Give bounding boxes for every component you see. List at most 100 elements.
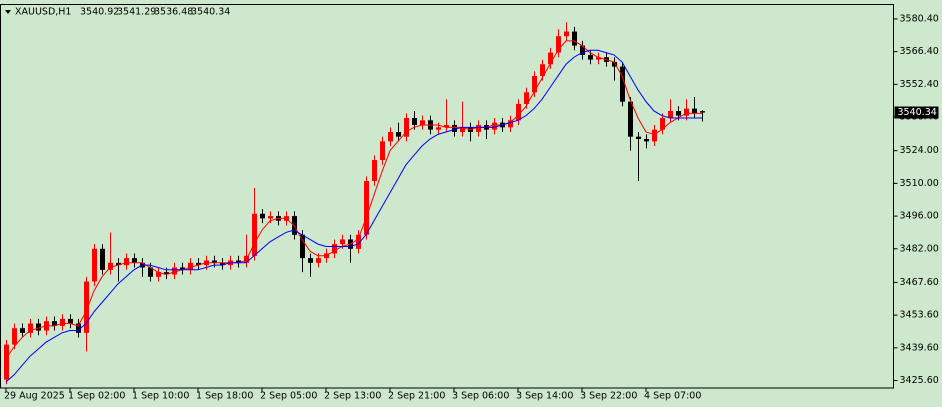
candle-body	[164, 272, 169, 275]
moving-average	[5, 40, 702, 359]
candle-body	[84, 281, 89, 333]
candle-body	[636, 136, 641, 140]
x-tick-label: 3 Sep 06:00	[452, 391, 509, 402]
y-tick-label: 3439.60	[900, 342, 939, 353]
y-tick-label: 3524.00	[900, 145, 939, 156]
candle-body	[132, 258, 137, 263]
candle-body	[372, 160, 377, 182]
candle-body	[12, 328, 17, 345]
candle-body	[100, 248, 105, 270]
candle-body	[524, 92, 529, 104]
candle-body	[332, 244, 337, 254]
candle-body	[196, 262, 201, 266]
candle-body	[644, 139, 649, 142]
candle-body	[180, 267, 185, 270]
y-tick-label: 3552.40	[900, 79, 939, 90]
candle-body	[60, 318, 65, 326]
y-tick-label: 3453.60	[900, 310, 939, 321]
candle-body	[300, 234, 305, 259]
x-tick-label: 1 Sep 10:00	[132, 391, 189, 402]
candle-body	[596, 57, 601, 60]
x-tick-label: 2 Sep 13:00	[324, 391, 381, 402]
candle-body	[260, 213, 265, 219]
candle-body	[116, 262, 121, 266]
y-tick-label: 3566.40	[900, 46, 939, 57]
candle-body	[316, 258, 321, 263]
candle-body	[252, 213, 257, 256]
candle-body	[156, 272, 161, 277]
candle-body	[540, 64, 545, 76]
candle-body	[388, 132, 393, 142]
y-tick-label: 3496.00	[900, 211, 939, 222]
candle-body	[220, 262, 225, 266]
x-tick-label: 1 Sep 02:00	[68, 391, 125, 402]
axes: 3580.403566.403552.403538.403524.003510.…	[4, 13, 939, 401]
candle-body	[76, 323, 81, 333]
candle-body	[588, 54, 593, 60]
candle-body	[412, 117, 417, 125]
candle-body	[612, 61, 617, 67]
symbol: XAUUSD,H1	[15, 7, 71, 18]
candle-body	[684, 108, 689, 116]
price-tag	[894, 106, 939, 119]
candle-body	[460, 127, 465, 132]
candle-body	[660, 117, 665, 130]
x-tick-label: 3 Sep 22:00	[580, 391, 637, 402]
candle-body	[628, 101, 633, 137]
candle-body	[532, 75, 537, 93]
header-arrow	[5, 10, 11, 14]
candle-body	[404, 117, 409, 137]
candle-body	[212, 260, 217, 263]
candle-body	[396, 132, 401, 137]
header-high: 3541.29	[117, 7, 156, 18]
header-low: 3536.48	[154, 7, 193, 18]
y-tick-label: 3510.00	[900, 178, 939, 189]
candle-body	[564, 31, 569, 37]
candle-body	[340, 239, 345, 245]
candle-body	[420, 120, 425, 125]
candle-body	[52, 321, 57, 326]
candle-body	[268, 216, 273, 219]
candle-body	[444, 124, 449, 128]
header-close: 3540.34	[191, 7, 230, 18]
candle-body	[620, 66, 625, 102]
candle-body	[452, 124, 457, 132]
candle-body	[676, 110, 681, 116]
candle-body	[308, 258, 313, 263]
price-tag-label: 3540.34	[898, 107, 937, 118]
x-tick-label: 29 Aug 2025	[4, 391, 65, 402]
candle-body	[4, 344, 9, 380]
candle-body	[700, 111, 705, 113]
candle-body	[36, 323, 41, 331]
y-tick-label: 3482.00	[900, 243, 939, 254]
candle-body	[28, 323, 33, 333]
candle-body	[68, 318, 73, 324]
candle-body	[148, 267, 153, 277]
candle-body	[476, 124, 481, 132]
x-tick-label: 3 Sep 14:00	[516, 391, 573, 402]
marks	[4, 22, 705, 385]
candle-body	[380, 141, 385, 161]
candle-body	[516, 103, 521, 121]
candle-body	[508, 120, 513, 128]
candle-body	[572, 31, 577, 46]
x-tick-label: 2 Sep 05:00	[260, 391, 317, 402]
moving-average	[5, 49, 702, 383]
candle-body	[580, 45, 585, 55]
y-tick-label: 3580.40	[900, 13, 939, 24]
candle-body	[172, 267, 177, 275]
x-tick-label: 2 Sep 21:00	[388, 391, 445, 402]
candle-body	[556, 36, 561, 53]
header-open: 3540.92	[80, 7, 119, 18]
candle-body	[492, 122, 497, 130]
candle-body	[92, 248, 97, 282]
candle-body	[692, 108, 697, 114]
candle-body	[364, 181, 369, 235]
candle-body	[20, 328, 25, 333]
candle-body	[188, 262, 193, 270]
candle-body	[668, 110, 673, 118]
x-tick-label: 4 Sep 07:00	[644, 391, 701, 402]
candle-body	[652, 129, 657, 142]
